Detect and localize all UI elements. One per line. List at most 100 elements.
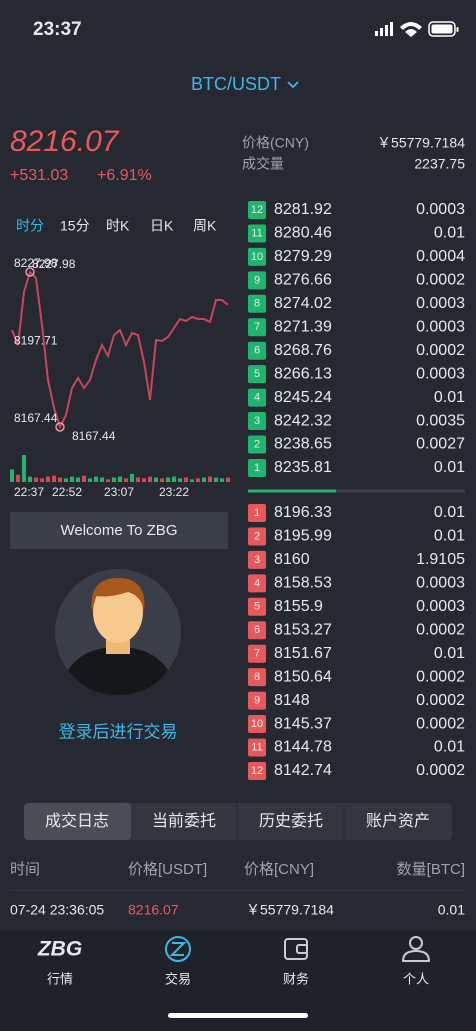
volume-bar [195,478,201,482]
table-header: 价格[CNY] [244,861,314,878]
order-qty: 0.0002 [416,342,465,359]
order-price: 8151.67 [274,645,332,662]
dropdown-arrow[interactable] [287,81,299,89]
rank-badge [248,341,266,360]
segment-tab[interactable]: 当前委托 [152,812,216,830]
rank-badge [248,550,266,569]
order-price: 8196.33 [274,504,332,521]
price-change: +531.03 [10,167,68,184]
nav-label[interactable]: 财务 [283,971,309,986]
order-price: 8279.29 [274,248,332,265]
volume-bar [213,477,219,482]
rank-number: 1 [254,462,260,474]
rank-number: 5 [254,601,260,613]
rank-badge [248,458,266,477]
nav-logo[interactable]: ZBG [37,938,82,961]
volume-bar [189,479,195,482]
interval-tab[interactable]: 周K [193,218,217,234]
nav-label[interactable]: 个人 [403,971,429,986]
order-price: 8242.32 [274,412,332,429]
volume-bar [33,477,39,482]
interval-tab[interactable]: 时K [106,218,130,234]
order-price: 8268.76 [274,342,332,359]
volume-bar [81,475,87,482]
rank-badge [248,715,266,734]
rank-badge [248,435,266,454]
segment-tab[interactable]: 历史委托 [259,812,323,830]
volume-bar [159,478,165,482]
order-price: 8274.02 [274,295,332,312]
extreme-label: 8227.98 [32,257,76,271]
y-tick-label: 8227.98 [14,256,58,270]
table-cell: 8216.07 [128,902,179,918]
volume-bar [177,478,183,482]
rank-number: 3 [254,415,260,427]
home-indicator [168,1013,308,1018]
order-price: 8238.65 [274,436,332,453]
volume-bar [225,477,231,482]
y-tick-label: 8167.44 [14,411,58,425]
order-price: 8281.92 [274,201,332,218]
volume-bar [99,477,105,482]
segment-tab[interactable]: 账户资产 [366,812,430,830]
interval-tab[interactable]: 时分 [16,218,44,234]
table-header: 价格[USDT] [128,861,207,878]
segment-active [24,803,131,840]
table-header: 时间 [10,861,40,878]
rank-badge [248,412,266,431]
order-qty: 0.0002 [416,762,465,779]
pair-selector[interactable]: BTC/USDT [191,74,281,94]
rank-number: 6 [254,345,260,357]
volume-bar [51,475,57,482]
volume-bar [27,476,33,482]
rank-number: 4 [254,392,260,404]
rank-badge [248,318,266,337]
volume-bar [135,477,141,482]
extreme-marker [25,267,35,277]
rank-number: 9 [254,695,260,707]
login-prompt[interactable]: 登录后进行交易 [59,722,178,741]
volume-bar [129,473,135,482]
nav-profile-icon[interactable] [401,936,431,962]
rank-badge [248,668,266,687]
volume-bar [147,476,153,482]
table-cell: 0.01 [438,902,465,918]
rank-badge [248,294,266,313]
nav-label[interactable]: 交易 [165,971,191,986]
order-price: 8158.53 [274,575,332,592]
rank-number: 8 [254,671,260,683]
order-price: 8271.39 [274,318,332,335]
rank-badge [248,691,266,710]
x-tick-label: 22:52 [52,485,82,499]
table-cell: 07-24 23:36:05 [10,902,104,918]
order-qty: 0.0003 [416,201,465,218]
order-qty: 0.0003 [416,365,465,382]
order-price: 8148 [274,692,310,709]
rank-badge [248,365,266,384]
volume-bar [111,477,117,482]
nav-label[interactable]: 行情 [47,971,73,986]
rank-number: 7 [254,321,260,333]
rank-badge [248,201,266,219]
volume-bar [165,477,171,482]
cny-label: 价格(CNY) [242,135,309,151]
volume-bar [219,478,225,482]
segment-tab[interactable]: 成交日志 [45,812,109,830]
price-change-pct: +6.91% [97,167,152,184]
rank-badge [248,597,266,616]
interval-tab[interactable]: 日K [150,218,174,234]
interval-tab[interactable]: 15分 [60,218,90,234]
rank-badge [248,527,266,546]
y-tick-label: 8197.71 [14,334,58,348]
nav-trade-icon[interactable] [165,936,191,962]
order-price: 8280.46 [274,225,332,242]
rank-number: 9 [254,274,260,286]
order-price: 8160 [274,551,310,568]
order-qty: 0.0002 [416,272,465,289]
volume-bar [171,476,177,482]
welcome-text: Welcome To ZBG [61,522,178,539]
nav-wallet-icon[interactable] [284,938,308,960]
price-line [11,270,229,430]
volume-bar [183,477,189,482]
